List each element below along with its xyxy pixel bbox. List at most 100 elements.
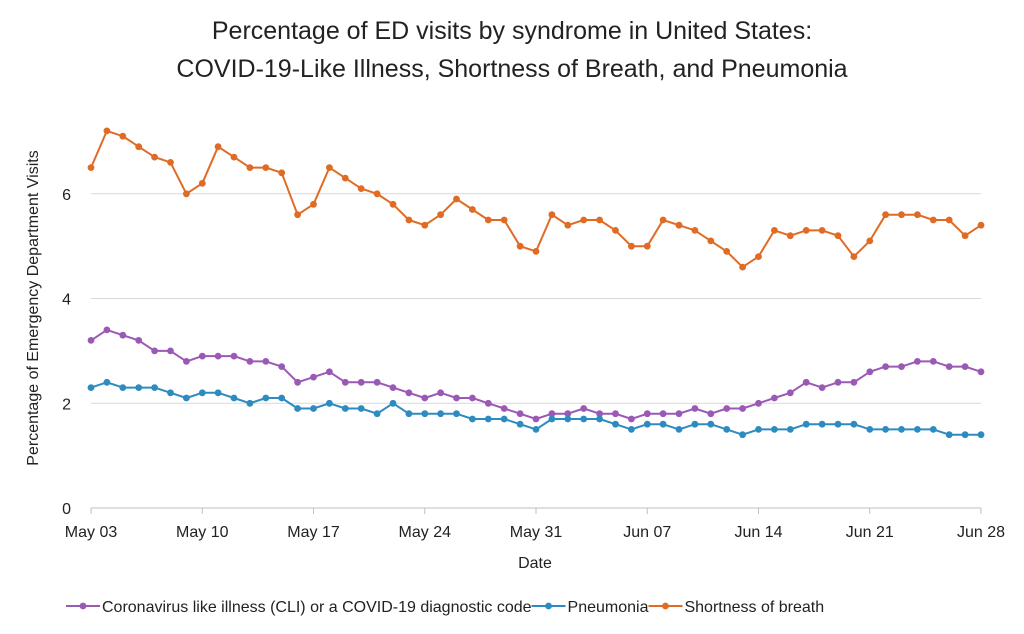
data-point: [707, 410, 715, 418]
data-point: [532, 426, 540, 433]
data-point: [771, 227, 778, 234]
data-point: [532, 248, 540, 255]
data-point: [183, 394, 190, 402]
data-point: [945, 363, 953, 370]
data-point: [834, 378, 842, 386]
data-point: [357, 405, 365, 412]
legend-item-2: Shortness of breath: [648, 599, 824, 616]
data-point: [739, 431, 746, 439]
data-point: [341, 174, 349, 182]
data-point: [596, 415, 603, 423]
data-point: [628, 426, 635, 433]
data-point: [596, 216, 603, 224]
data-point: [643, 242, 651, 250]
data-point: [262, 358, 270, 365]
data-point: [898, 211, 905, 219]
data-point: [739, 263, 746, 271]
data-point: [961, 431, 969, 439]
y-tick-label: 6: [62, 187, 71, 204]
y-axis-title: Percentage of Emergency Department Visit…: [25, 150, 42, 465]
data-point: [643, 410, 651, 418]
data-point: [421, 394, 429, 402]
data-point: [945, 431, 953, 439]
data-point: [818, 227, 826, 234]
data-point: [230, 153, 238, 161]
data-point: [834, 232, 842, 240]
data-point: [151, 347, 159, 355]
data-point: [929, 216, 937, 224]
data-point: [453, 394, 460, 402]
data-point: [421, 221, 429, 229]
legend-swatch-marker: [545, 602, 552, 610]
data-point: [167, 159, 174, 166]
data-point: [516, 242, 524, 250]
data-point: [564, 410, 572, 418]
data-point: [977, 368, 985, 376]
series-line: [90, 129, 982, 269]
data-point: [596, 410, 603, 418]
data-point: [977, 221, 985, 229]
data-point: [564, 415, 572, 423]
data-point: [103, 127, 111, 135]
data-point: [914, 211, 921, 219]
data-point: [230, 394, 238, 402]
data-point: [484, 216, 492, 224]
data-point: [548, 415, 556, 423]
legend-label: Shortness of breath: [684, 599, 824, 616]
data-point: [675, 426, 683, 433]
data-point: [977, 431, 985, 439]
data-point: [119, 132, 127, 140]
data-point: [723, 426, 731, 433]
data-point: [755, 426, 762, 433]
data-point: [691, 227, 699, 234]
data-point: [357, 185, 365, 193]
data-point: [198, 179, 206, 187]
data-point: [755, 399, 762, 407]
y-axis-ticks: 0 2 4 6: [62, 187, 71, 518]
data-point: [516, 410, 524, 418]
data-point: [675, 410, 683, 418]
data-point: [739, 405, 746, 412]
data-point: [786, 232, 794, 240]
data-point: [802, 378, 810, 386]
data-point: [484, 415, 492, 423]
data-point: [135, 337, 143, 344]
data-point: [389, 200, 397, 208]
data-point: [548, 410, 556, 418]
data-point: [87, 384, 95, 391]
data-point: [850, 378, 858, 386]
data-point: [659, 410, 667, 418]
data-point: [500, 405, 508, 412]
data-point: [198, 389, 206, 397]
data-point: [278, 169, 286, 177]
x-axis-ticks: May 03 May 10 May 17 May 24 May 31 Jun 07 Jun …: [65, 508, 1005, 541]
series-line: [90, 328, 982, 420]
chart-title-line-1: Percentage of ED visits by syndrome in U…: [211, 17, 813, 45]
x-tick-label: Jun 14: [734, 524, 782, 541]
data-point: [87, 164, 95, 172]
data-point: [516, 420, 524, 428]
data-point: [198, 352, 206, 360]
data-point: [786, 389, 794, 397]
data-point: [850, 420, 858, 428]
gridlines: [91, 193, 981, 404]
data-point: [357, 378, 365, 386]
data-point: [548, 211, 556, 219]
data-point: [214, 389, 222, 397]
series-group: [87, 127, 985, 439]
data-point: [882, 211, 889, 219]
data-point: [341, 378, 349, 386]
x-tick-label: Jun 28: [957, 524, 1005, 541]
data-point: [628, 242, 635, 250]
data-point: [961, 363, 969, 370]
data-point: [405, 216, 413, 224]
data-point: [882, 426, 889, 433]
x-axis-title: Date: [518, 555, 552, 572]
data-point: [691, 420, 699, 428]
data-point: [230, 352, 238, 360]
legend-label: Pneumonia: [568, 599, 649, 616]
data-point: [294, 211, 301, 219]
data-point: [469, 415, 476, 423]
data-point: [850, 253, 858, 260]
data-point: [437, 410, 444, 418]
